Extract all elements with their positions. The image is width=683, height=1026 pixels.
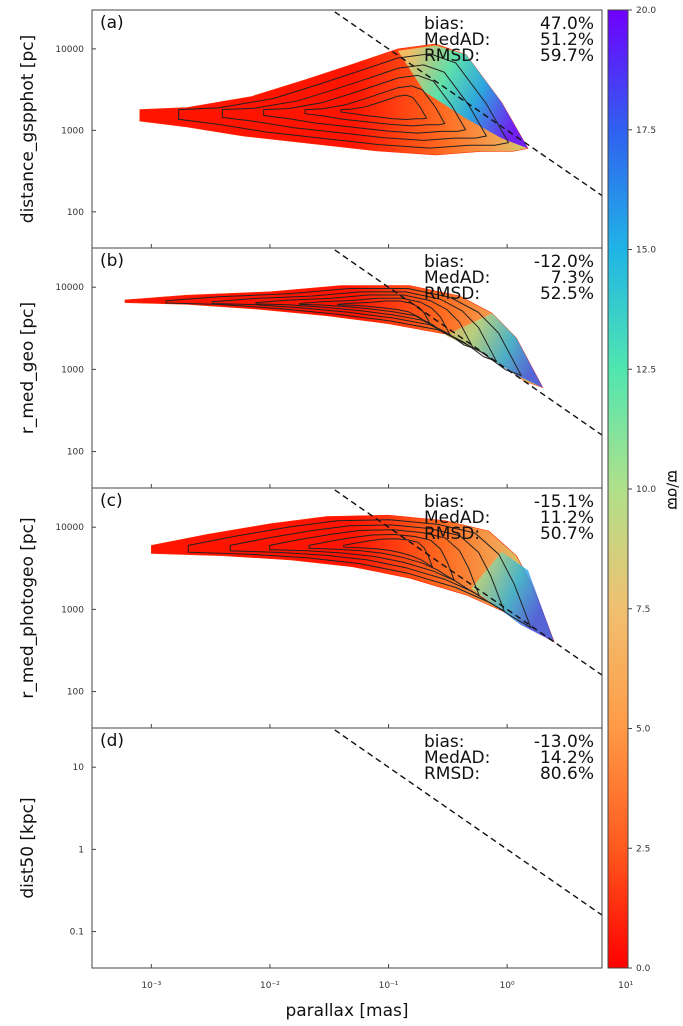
x-tick-label: 10⁰ <box>500 981 515 991</box>
y-tick-label: 10000 <box>55 45 84 55</box>
stat-label-bias: bias: <box>424 252 465 272</box>
y-axis-label: distance_gspphot [pc] <box>18 35 38 223</box>
stat-value-bias: -12.0% <box>534 252 594 272</box>
panel-label: (b) <box>100 251 124 271</box>
y-tick-label: 1 <box>78 845 84 855</box>
stat-label-rmsd: RMSD: <box>424 46 480 66</box>
stat-label-bias: bias: <box>424 14 465 34</box>
x-tick-label: 10⁻³ <box>141 981 161 991</box>
reference-line <box>330 488 602 676</box>
reference-line <box>330 10 602 197</box>
y-tick-label: 1000 <box>61 126 84 136</box>
contour-line <box>255 294 475 350</box>
contour-line <box>340 94 428 121</box>
y-tick-label: 10 <box>73 763 85 773</box>
density-region <box>124 285 544 388</box>
stat-label-medad: MedAD: <box>424 30 490 50</box>
y-axis-label: dist50 [kpc] <box>18 797 38 898</box>
y-tick-label: 1000 <box>61 365 84 375</box>
colorbar-tick-label: 7.5 <box>636 605 650 615</box>
panel-label: (c) <box>100 491 123 511</box>
colorbar-tick-label: 20.0 <box>636 6 656 16</box>
stat-label-bias: bias: <box>424 732 465 752</box>
y-tick-label: 10000 <box>55 523 84 533</box>
y-tick-label: 0.1 <box>70 928 84 938</box>
y-tick-label: 100 <box>67 448 84 458</box>
panel-plot-area <box>330 728 602 916</box>
stat-label-rmsd: RMSD: <box>424 524 480 544</box>
contour-line <box>337 300 431 325</box>
contour-line <box>165 288 523 377</box>
stat-value-medad: 51.2% <box>540 30 594 50</box>
x-axis-label: parallax [mas] <box>285 1001 408 1021</box>
contour-line <box>269 529 481 597</box>
panel-plot-area <box>139 10 602 197</box>
panel-label: (d) <box>100 731 124 751</box>
colorbar-tick-label: 17.5 <box>636 126 656 136</box>
stat-value-medad: 14.2% <box>540 748 594 768</box>
y-axis-label: r_med_geo [pc] <box>18 302 38 434</box>
panel-label: (a) <box>100 13 124 33</box>
reference-line <box>330 248 602 436</box>
y-tick-label: 1000 <box>61 605 84 615</box>
colorbar-label: ϖ/σϖ <box>664 470 682 510</box>
stat-value-bias: -15.1% <box>534 492 594 512</box>
contour-line <box>187 519 532 629</box>
y-axis-label: r_med_photogeo [pc] <box>18 517 38 698</box>
colorbar-tick-label: 2.5 <box>636 844 650 854</box>
stat-label-bias: bias: <box>424 492 465 512</box>
stat-label-rmsd: RMSD: <box>424 764 480 784</box>
stat-value-rmsd: 59.7% <box>540 46 594 66</box>
colorbar <box>607 9 629 969</box>
contour-line <box>178 53 510 149</box>
reference-line <box>330 728 602 916</box>
stat-label-medad: MedAD: <box>424 748 490 768</box>
high-snr-region <box>445 313 543 388</box>
contour-line <box>343 538 434 568</box>
contour-line <box>304 85 446 127</box>
stat-label-medad: MedAD: <box>424 508 490 528</box>
contour-line <box>299 297 452 336</box>
stat-label-medad: MedAD: <box>424 268 490 288</box>
panel-plot-area <box>151 488 602 676</box>
stat-value-rmsd: 52.5% <box>540 284 594 304</box>
x-tick-label: 10⁻² <box>260 981 280 991</box>
stat-value-medad: 7.3% <box>551 268 594 288</box>
stat-value-bias: 47.0% <box>540 14 594 34</box>
stat-value-rmsd: 50.7% <box>540 524 594 544</box>
panel-d: 0.1 1 10 (d) bias: -13.0% MedAD: 14.2% RMSD: 80.6… <box>18 727 627 969</box>
colorbar-tick-label: 5.0 <box>636 725 651 735</box>
panel-c: 100 1000 10000 (c) bias: -15.1% MedAD: 11.2% RMS… <box>18 487 627 729</box>
stat-value-bias: -13.0% <box>534 732 594 752</box>
panel-b: 100 1000 10000 (b) bias: -12.0% MedAD: 7.3% RMSD… <box>18 247 627 489</box>
y-tick-label: 100 <box>67 208 84 218</box>
contour-line <box>263 74 467 134</box>
colorbar-tick-label: 0.0 <box>636 964 651 974</box>
stat-value-rmsd: 80.6% <box>540 764 594 784</box>
contour-line <box>221 64 488 141</box>
y-tick-label: 100 <box>67 688 84 698</box>
x-tick-label: 10⁻¹ <box>379 981 399 991</box>
stat-value-medad: 11.2% <box>540 508 594 528</box>
high-snr-region <box>471 551 555 643</box>
colorbar-tick-label: 12.5 <box>636 365 656 375</box>
panel-a: 100 1000 10000 (a) bias: 47.0% MedAD: 51.2% RMSD… <box>18 9 627 249</box>
y-tick-label: 10000 <box>55 283 84 293</box>
panel-frame <box>91 727 603 969</box>
contour-line <box>229 524 506 613</box>
contour-line <box>211 291 498 363</box>
panel-plot-area <box>124 248 602 436</box>
contour-line <box>308 533 456 582</box>
x-tick-label: 10¹ <box>618 981 633 991</box>
colorbar-tick-label: 15.0 <box>636 246 656 256</box>
stat-label-rmsd: RMSD: <box>424 284 480 304</box>
colorbar-tick-label: 10.0 <box>636 485 656 495</box>
